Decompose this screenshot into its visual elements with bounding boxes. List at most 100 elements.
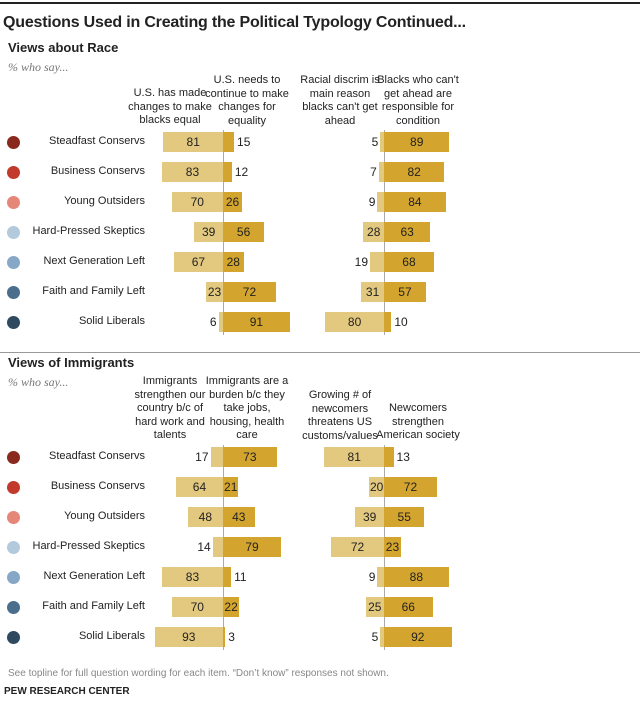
chart-title: Questions Used in Creating the Political… [3,14,466,31]
bar-left [325,312,384,332]
bar-left [365,597,384,617]
value-label: 23 [207,285,222,299]
bar-right [384,447,394,467]
bar-right [384,537,401,557]
bar-left [324,447,384,467]
bar-right [223,627,226,647]
group-dot [7,481,20,494]
bar-left [194,222,223,242]
bar-left [380,627,384,647]
value-label: 70 [190,600,204,614]
bar-left [187,507,223,527]
bar-left [210,447,223,467]
bar-right [223,477,239,497]
column-header: Immigrants are a burden b/c they take jo… [205,375,289,441]
value-label: 92 [411,630,425,644]
bar-left [171,192,223,212]
value-label: 11 [234,570,247,584]
value-label: 13 [396,450,410,464]
group-dot [7,256,20,269]
value-label: 66 [401,600,415,614]
bar-left [363,222,384,242]
value-label: 9 [368,570,376,584]
row-label: Business Conservs [50,480,145,492]
bar-right [384,192,446,212]
value-label: 72 [350,540,365,554]
source-label: PEW RESEARCH CENTER [4,686,130,697]
value-label: 55 [397,510,411,524]
bar-right [223,282,276,302]
value-label: 70 [190,195,204,209]
row-label: Steadfast Conservs [49,135,145,147]
row-label: Business Conservs [50,165,145,177]
value-label: 25 [368,600,382,614]
value-label: 80 [347,315,362,329]
section-subtitle: % who say... [8,375,69,389]
bar-right [384,132,450,152]
footnote: See topline for full question wording fo… [8,668,389,679]
group-dot [7,196,20,209]
value-label: 73 [243,450,257,464]
value-label: 88 [409,570,424,584]
value-label: 6 [209,315,217,329]
row-label: Next Generation Left [43,255,145,267]
value-label: 72 [242,285,257,299]
value-label: 79 [245,540,259,554]
bar-left [173,252,223,272]
column-header: Racial discrim is main reason blacks can… [300,74,380,127]
value-label: 93 [182,630,196,644]
value-label: 23 [385,540,400,554]
group-dot [7,601,20,614]
value-label: 39 [201,225,216,239]
bar-left [361,282,384,302]
value-label: 68 [402,255,416,269]
row-label: Young Outsiders [64,195,145,207]
bar-right [384,282,426,302]
bar-right [384,222,431,242]
group-dot [7,541,20,554]
bar-left [171,597,223,617]
bar-right [384,567,449,587]
bar-right [223,132,235,152]
value-label: 89 [410,135,424,149]
bar-left [378,162,384,182]
section-subtitle: % who say... [8,60,69,74]
bar-right [384,162,445,182]
value-label: 5 [371,630,379,644]
group-dot [7,316,20,329]
value-label: 63 [400,225,414,239]
row-label: Faith and Family Left [42,600,145,612]
value-label: 81 [347,450,361,464]
bar-right [384,252,434,272]
value-label: 12 [234,165,249,179]
section-title: Views of Immigrants [8,355,135,370]
value-label: 22 [224,600,238,614]
row-label: Solid Liberals [78,630,145,642]
group-dot [7,136,20,149]
bar-left [377,192,384,212]
value-label: 56 [236,225,251,239]
bar-left [331,537,384,557]
value-label: 64 [192,480,207,494]
value-label: 5 [371,135,379,149]
value-label: 84 [408,195,422,209]
bar-left [370,252,384,272]
value-label: 83 [185,570,200,584]
value-label: 19 [354,255,369,269]
column-header: Newcomers strengthen American society [376,402,460,441]
top-rule [0,2,640,4]
bar-right [384,312,392,332]
bar-left [163,132,223,152]
bar-left [355,507,384,527]
bar-left [206,282,223,302]
bar-right [223,222,265,242]
bar-right [384,597,433,617]
bar-left [161,162,223,182]
bar-left [154,627,223,647]
bar-right [223,597,240,617]
group-dot [7,451,20,464]
value-label: 17 [195,450,209,464]
value-label: 83 [185,165,200,179]
row-label: Young Outsiders [64,510,145,522]
